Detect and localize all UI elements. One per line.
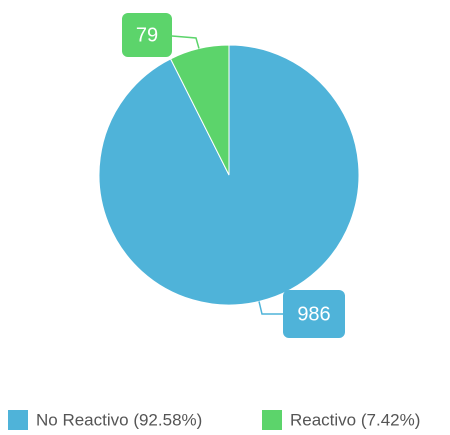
legend-swatch: [8, 410, 28, 430]
label-box: [122, 13, 172, 57]
pie-slice: [169, 44, 230, 176]
leader-line: [171, 35, 200, 49]
data-label: 79: [136, 24, 158, 46]
legend-label: No Reactivo (92.58%): [36, 410, 202, 429]
leader-line: [258, 301, 283, 315]
data-label: 986: [297, 303, 330, 325]
label-box: [283, 290, 345, 338]
legend-swatch: [262, 410, 282, 430]
legend-label: Reactivo (7.42%): [290, 410, 420, 429]
